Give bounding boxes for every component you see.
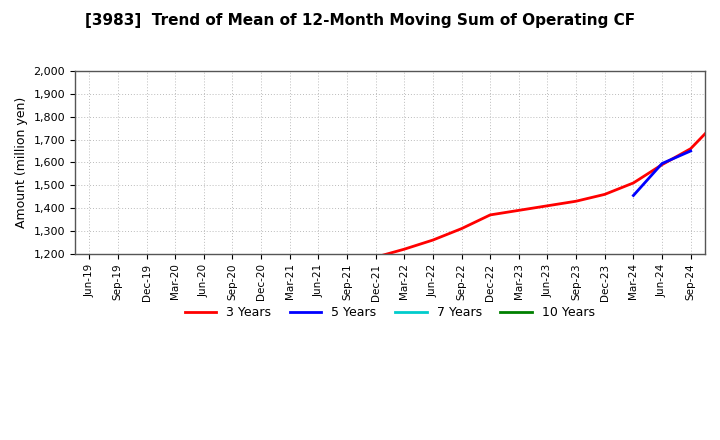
Text: [3983]  Trend of Mean of 12-Month Moving Sum of Operating CF: [3983] Trend of Mean of 12-Month Moving … (85, 13, 635, 28)
Legend: 3 Years, 5 Years, 7 Years, 10 Years: 3 Years, 5 Years, 7 Years, 10 Years (180, 301, 600, 324)
Y-axis label: Amount (million yen): Amount (million yen) (15, 97, 28, 228)
